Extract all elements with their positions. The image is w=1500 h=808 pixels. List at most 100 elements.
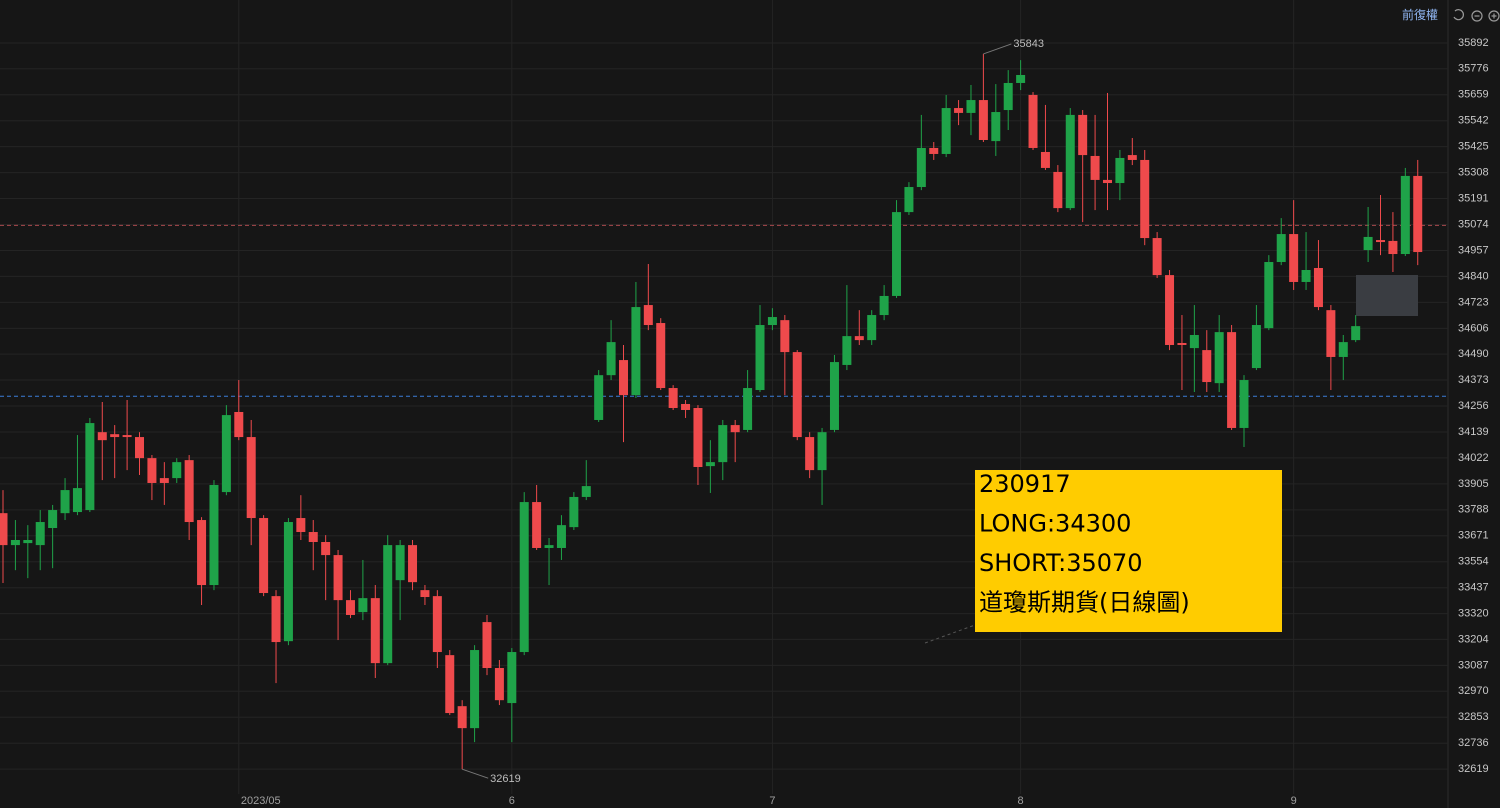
candle-body bbox=[48, 510, 58, 529]
candle-body bbox=[1016, 74, 1026, 83]
candle-body bbox=[805, 437, 815, 471]
candle-body bbox=[1301, 269, 1311, 282]
candle-body bbox=[1400, 175, 1410, 255]
low-label: 32619 bbox=[490, 773, 521, 785]
candle-body bbox=[445, 655, 455, 714]
note-line: 230917 bbox=[979, 470, 1071, 498]
candle-body bbox=[1326, 310, 1336, 357]
y-tick-label: 32853 bbox=[1458, 711, 1489, 723]
candle-body bbox=[197, 520, 207, 586]
y-tick-label: 35776 bbox=[1458, 63, 1489, 75]
y-tick-label: 32619 bbox=[1458, 763, 1489, 775]
candle-body bbox=[668, 388, 678, 408]
candle-body bbox=[1165, 275, 1175, 345]
candle-body bbox=[730, 425, 740, 433]
candle-body bbox=[1202, 350, 1212, 383]
candle-body bbox=[1090, 155, 1100, 180]
x-tick-label: 6 bbox=[509, 795, 515, 807]
candle-body bbox=[1264, 262, 1274, 329]
high-leader bbox=[983, 43, 1012, 55]
candle-body bbox=[10, 539, 20, 546]
candle-body bbox=[60, 490, 70, 514]
zoom-in-icon[interactable] bbox=[1488, 10, 1500, 22]
candle-body bbox=[172, 462, 182, 479]
candle-body bbox=[494, 668, 504, 701]
note-background bbox=[975, 470, 1282, 632]
candle-body bbox=[954, 108, 964, 113]
candle-body bbox=[0, 513, 8, 546]
candle-body bbox=[259, 518, 269, 594]
y-tick-label: 32970 bbox=[1458, 685, 1489, 697]
note-line: LONG:34300 bbox=[979, 510, 1131, 538]
overlay-box bbox=[1356, 275, 1418, 316]
candle-body bbox=[656, 323, 666, 389]
reset-icon[interactable] bbox=[1453, 9, 1464, 21]
candle-body bbox=[1413, 175, 1423, 253]
candle-body bbox=[1214, 332, 1224, 384]
candle-body bbox=[308, 532, 318, 542]
candle-body bbox=[358, 598, 368, 613]
candle-body bbox=[1351, 326, 1361, 341]
candle-body bbox=[507, 652, 517, 704]
x-tick-label: 8 bbox=[1018, 795, 1024, 807]
candle-body bbox=[681, 404, 691, 410]
candle-body bbox=[767, 317, 777, 326]
candle-body bbox=[1189, 335, 1199, 349]
candle-body bbox=[829, 362, 839, 430]
candle-body bbox=[1289, 234, 1299, 282]
candle-body bbox=[1227, 332, 1237, 428]
x-tick-label: 2023/05 bbox=[241, 795, 281, 807]
candle-body bbox=[420, 590, 430, 598]
y-tick-label: 32736 bbox=[1458, 737, 1489, 749]
annotations: 35843 32619 bbox=[462, 38, 1044, 785]
y-tick-label: 35892 bbox=[1458, 37, 1489, 49]
drawing-line bbox=[924, 624, 976, 644]
candle-body bbox=[966, 100, 976, 113]
candle-body bbox=[1140, 159, 1150, 239]
candle-body bbox=[916, 147, 926, 188]
candle-body bbox=[408, 545, 418, 583]
candle-body bbox=[1115, 157, 1125, 184]
candle-body bbox=[283, 522, 293, 642]
y-tick-label: 35074 bbox=[1458, 218, 1489, 230]
y-tick-label: 35308 bbox=[1458, 167, 1489, 179]
y-axis: 35892 35776 35659 35542 35425 35308 35191 35074… bbox=[241, 37, 1489, 807]
candle-body bbox=[817, 432, 827, 471]
candle-body bbox=[1152, 238, 1162, 276]
candle-body bbox=[35, 522, 45, 546]
y-tick-label: 34957 bbox=[1458, 244, 1489, 256]
adjust-label[interactable]: 前復權 bbox=[1402, 7, 1438, 22]
candle-body bbox=[991, 112, 1001, 142]
y-tick-label: 34022 bbox=[1458, 452, 1489, 464]
toolbar-icons bbox=[1453, 9, 1500, 22]
y-tick-label: 34723 bbox=[1458, 296, 1489, 308]
candle-body bbox=[755, 325, 765, 391]
candle-body bbox=[842, 336, 852, 365]
candle-body bbox=[1338, 342, 1348, 357]
candle-body bbox=[643, 305, 653, 326]
candle-body bbox=[1239, 380, 1249, 428]
candle-body bbox=[97, 432, 107, 441]
reference-lines bbox=[0, 224, 1448, 397]
x-tick-label: 7 bbox=[769, 795, 775, 807]
candle-body bbox=[718, 425, 728, 463]
y-tick-label: 34139 bbox=[1458, 426, 1489, 438]
candle-body bbox=[221, 415, 231, 493]
candle-body bbox=[1065, 114, 1075, 209]
candle-body bbox=[978, 100, 988, 140]
candle-body bbox=[1053, 171, 1063, 209]
zoom-out-icon[interactable] bbox=[1471, 10, 1483, 22]
candle-body bbox=[296, 518, 306, 533]
candle-body bbox=[631, 307, 641, 396]
y-tick-label: 34490 bbox=[1458, 348, 1489, 360]
y-tick-label: 33204 bbox=[1458, 633, 1489, 645]
y-tick-label: 34256 bbox=[1458, 400, 1489, 412]
candle-body bbox=[594, 375, 604, 420]
candle-body bbox=[1388, 240, 1398, 255]
candle-body bbox=[1251, 325, 1261, 369]
candle-body bbox=[1313, 268, 1323, 308]
note-line: 道瓊斯期貨(日線圖) bbox=[979, 589, 1190, 617]
x-tick-label: 9 bbox=[1291, 795, 1297, 807]
candle-body bbox=[519, 502, 529, 653]
